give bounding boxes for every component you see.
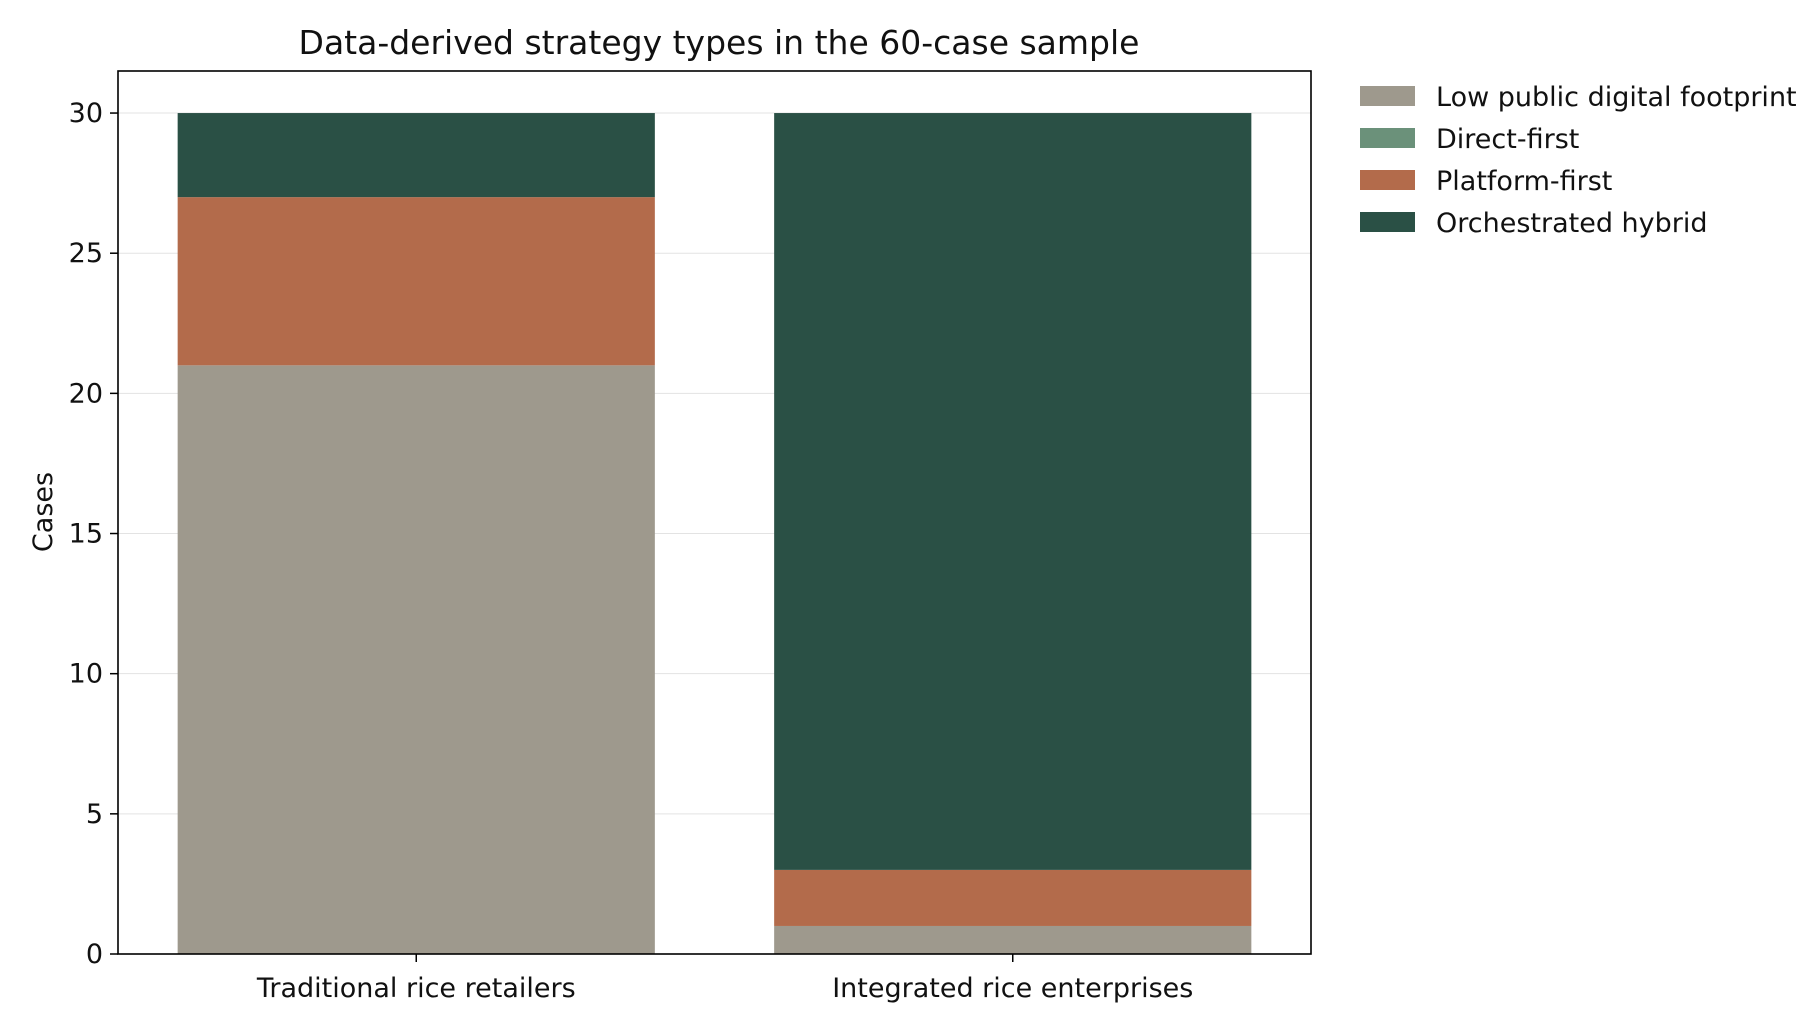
bar-segment (774, 869, 1252, 926)
y-tick-label: 5 (86, 799, 103, 830)
legend-label: Orchestrated hybrid (1436, 208, 1708, 239)
x-tick-label: Traditional rice retailers (256, 973, 576, 1004)
legend-swatch (1360, 86, 1415, 106)
y-tick-label: 20 (69, 378, 103, 409)
legend-label: Platform-first (1436, 166, 1612, 197)
x-axis-ticks: Traditional rice retailers Integrated ric… (256, 954, 1193, 1004)
y-tick-label: 0 (86, 939, 103, 970)
y-tick-label: 30 (69, 98, 103, 129)
legend-swatch (1360, 128, 1415, 148)
bar-segment (177, 197, 655, 366)
chart-title: Data-derived strategy types in the 60-ca… (299, 23, 1140, 62)
y-tick-label: 10 (69, 659, 103, 690)
y-axis-label: Cases (28, 472, 59, 552)
bar-segment (177, 365, 655, 954)
legend-swatch (1360, 170, 1415, 190)
y-tick-label: 25 (69, 238, 103, 269)
x-tick-label: Integrated rice enterprises (832, 973, 1193, 1004)
bar-segment (177, 113, 655, 198)
legend-swatch (1360, 212, 1415, 232)
y-tick-label: 15 (69, 519, 103, 550)
legend-label: Low public digital footprint (1436, 82, 1797, 113)
bar-segment (774, 113, 1252, 870)
bars (177, 113, 1252, 954)
legend: Low public digital footprint Direct-first… (1360, 82, 1797, 239)
plot-area-frame (117, 70, 1312, 955)
bar-segment (774, 925, 1252, 954)
legend-label: Direct-first (1436, 124, 1579, 155)
y-axis-ticks: 0 5 10 15 20 25 30 (69, 98, 118, 970)
